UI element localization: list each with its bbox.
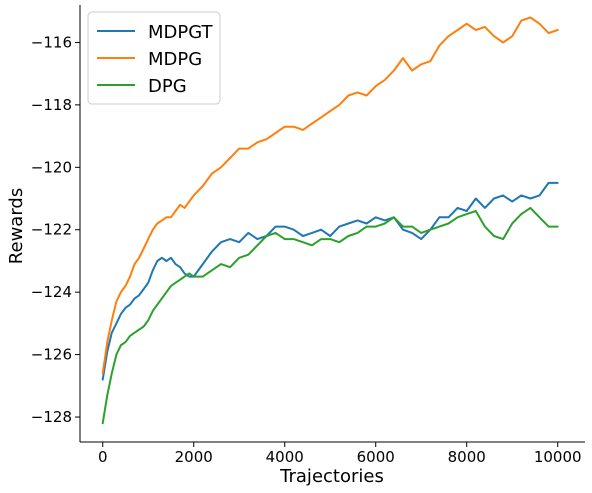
series-line-mdpg xyxy=(101,16,559,375)
y-tick-label: −120 xyxy=(31,158,72,176)
x-tick-label: 10000 xyxy=(534,448,582,466)
y-ticks: −128 −126 −124 −122 −120 −118 −116 xyxy=(31,33,80,426)
x-axis-label: Trajectories xyxy=(279,466,384,487)
series-line-mdpgt xyxy=(101,181,559,381)
x-tick-label: 8000 xyxy=(448,448,486,466)
x-tick-label: 0 xyxy=(98,448,108,466)
x-tick-label: 2000 xyxy=(175,448,213,466)
legend-box xyxy=(87,11,221,105)
y-tick-label: −128 xyxy=(31,408,72,426)
y-tick-label: −126 xyxy=(31,346,72,364)
legend-label-mdpg: MDPG xyxy=(148,49,202,70)
x-tick-label: 6000 xyxy=(357,448,395,466)
y-tick-label: −116 xyxy=(31,33,72,51)
legend-label-mdpgt: MDPGT xyxy=(148,22,214,43)
y-tick-label: −122 xyxy=(31,221,72,239)
legend-label-dpg: DPG xyxy=(148,76,187,97)
series-line-dpg xyxy=(101,206,559,425)
series-group xyxy=(101,16,559,425)
y-axis-label: Rewards xyxy=(6,188,27,264)
x-tick-label: 4000 xyxy=(266,448,304,466)
legend: MDPGT MDPG DPG xyxy=(87,11,221,105)
y-tick-label: −118 xyxy=(31,96,72,114)
y-tick-label: −124 xyxy=(31,283,72,301)
x-ticks: 0 2000 4000 6000 8000 10000 xyxy=(98,442,582,466)
